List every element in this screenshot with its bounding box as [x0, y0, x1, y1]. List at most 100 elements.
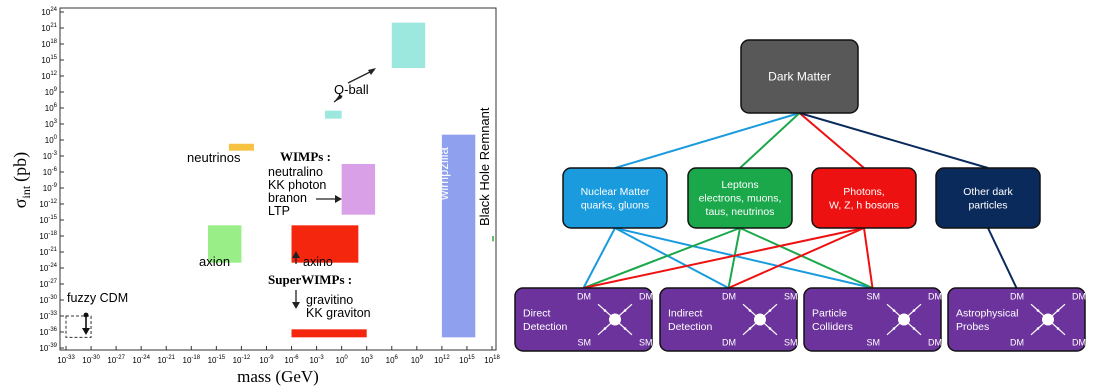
x-tick-base: 10 — [434, 356, 443, 365]
vertex-corner-label: DM — [577, 292, 591, 302]
y-tick-label: 109 — [45, 87, 58, 97]
x-tick-exp: -24 — [141, 355, 150, 361]
link-root-to-photons — [798, 112, 865, 169]
y-tick-base: 10 — [45, 120, 54, 129]
y-tick-base: 10 — [39, 312, 48, 321]
region-q-ball — [391, 22, 426, 69]
x-tick-label: 10-33 — [57, 355, 75, 365]
y-tick-label: 10-36 — [39, 327, 57, 337]
y-tick-exp: -33 — [48, 311, 57, 317]
vertex-corner-label: DM — [722, 338, 736, 348]
node-method-0: Direct Detection DM DM SM SM — [514, 287, 653, 352]
y-tick-base: 10 — [39, 216, 48, 225]
y-tick-label: 103 — [45, 119, 58, 129]
fuzzy-cdm-dot — [83, 312, 89, 318]
link-other-to-method-3 — [987, 227, 1018, 289]
x-tick-label: 106 — [386, 355, 399, 365]
x-tick-label: 10-9 — [259, 355, 274, 365]
diagram-links — [582, 112, 1018, 289]
x-tick-label: 103 — [361, 355, 374, 365]
link-root-to-leptons — [739, 112, 801, 169]
x-tick-base: 10 — [259, 356, 268, 365]
x-tick-exp: -21 — [166, 355, 175, 361]
y-tick-exp: -21 — [48, 247, 57, 253]
x-tick-exp: -9 — [268, 355, 274, 361]
link-nuclear-to-method-2 — [614, 227, 873, 289]
y-tick-base: 10 — [41, 72, 50, 81]
x-tick-label: 10-3 — [309, 355, 324, 365]
x-tick-exp: 12 — [443, 355, 450, 361]
x-tick-label: 109 — [411, 355, 424, 365]
x-tick-base: 10 — [233, 356, 242, 365]
y-tick-label: 10-33 — [39, 311, 57, 321]
link-photons-to-method-1 — [728, 227, 865, 289]
x-tick-base: 10 — [459, 356, 468, 365]
y-tick-label: 10-24 — [39, 263, 57, 273]
x-tick-base: 10 — [336, 356, 345, 365]
vertex-corner-label: DM — [928, 292, 942, 302]
x-tick-exp: -30 — [91, 355, 100, 361]
vertex-corner-label: DM — [722, 292, 736, 302]
y-tick-base: 10 — [39, 296, 48, 305]
y-tick-label: 10-30 — [39, 295, 57, 305]
x-tick-exp: 0 — [344, 355, 348, 361]
link-leptons-to-method-1 — [727, 227, 741, 289]
neutrinos-label: neutrinos — [187, 150, 241, 165]
x-tick-base: 10 — [361, 356, 370, 365]
node-text-line: taus, neutrinos — [706, 206, 775, 218]
interaction-vertex-icon: DM DM DM DM — [1010, 292, 1086, 348]
x-tick-base: 10 — [284, 356, 293, 365]
node-text-line: Colliders — [812, 321, 853, 333]
node-text-line: Detection — [668, 321, 713, 333]
q-ball-arrowhead-top — [368, 68, 376, 75]
x-tick-exp: 6 — [395, 355, 399, 361]
y-tick-base: 10 — [43, 168, 52, 177]
vertex-corner-label: SM — [639, 338, 653, 348]
y-tick-exp: -12 — [48, 199, 57, 205]
wimps-item-1: KK photon — [268, 178, 326, 192]
node-text-line: Leptons — [721, 179, 758, 191]
x-tick-base: 10 — [82, 356, 91, 365]
wimps-item-3: LTP — [268, 204, 290, 218]
x-tick-label: 100 — [336, 355, 349, 365]
node-text-line: Particle — [812, 307, 847, 319]
x-tick-base: 10 — [107, 356, 116, 365]
y-tick-base: 10 — [39, 280, 48, 289]
node-method-2: Particle Colliders SM DM SM DM — [803, 287, 943, 352]
interaction-vertex-icon: DM DM SM SM — [577, 292, 653, 348]
interaction-vertex-icon: DM SM DM SM — [722, 292, 798, 348]
x-tick-exp: 15 — [468, 355, 475, 361]
fuzzy-cdm-label: fuzzy CDM — [67, 291, 128, 305]
y-tick-base: 10 — [45, 136, 54, 145]
y-tick-exp: 21 — [50, 23, 57, 29]
x-axis-label: mass (GeV) — [237, 367, 319, 386]
node-text-line: Photons, — [843, 186, 884, 198]
y-tick-label: 10-12 — [39, 199, 57, 209]
link-root-to-other — [799, 112, 989, 169]
axino-label: axino — [303, 255, 333, 269]
region-neutrinos — [228, 143, 254, 151]
x-tick-base: 10 — [411, 356, 420, 365]
link-photons-to-method-0 — [583, 227, 865, 289]
axion-label: axion — [199, 254, 230, 269]
interaction-vertex-icon: SM DM SM DM — [867, 292, 943, 348]
node-dark-matter: Dark Matter — [740, 39, 859, 114]
y-tick-exp: -6 — [52, 167, 58, 173]
fuzzy-cdm-arrowhead-down — [82, 328, 90, 335]
x-tick-exp: -15 — [216, 355, 225, 361]
region-axino — [291, 225, 359, 263]
node-category-photons: Photons,W, Z, h bosons — [811, 167, 917, 229]
node-text-line: Other dark — [963, 186, 1013, 198]
y-axis-label-main: σ — [10, 198, 30, 208]
y-tick-base: 10 — [45, 104, 54, 113]
y-tick-base: 10 — [39, 328, 48, 337]
y-tick-exp: 0 — [54, 135, 58, 141]
y-tick-base: 10 — [39, 248, 48, 257]
y-tick-label: 10-27 — [39, 279, 57, 289]
y-tick-base: 10 — [43, 152, 52, 161]
node-text-line: Nuclear Matter — [581, 186, 650, 198]
vertex-corner-label: SM — [867, 292, 881, 302]
x-tick-exp: -18 — [191, 355, 200, 361]
